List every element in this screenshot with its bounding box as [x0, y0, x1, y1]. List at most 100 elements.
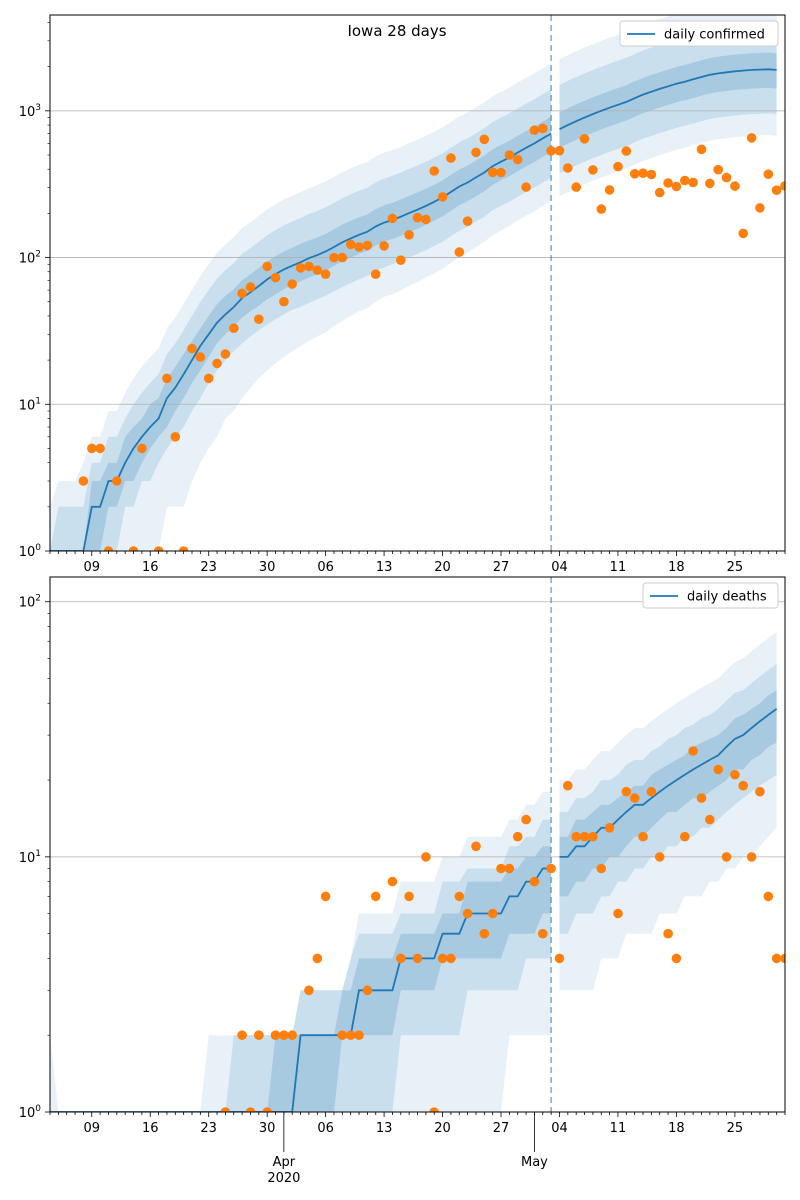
confirmed-observed-point — [270, 272, 281, 283]
confirmed-observed-point — [763, 169, 774, 179]
confirmed-observed-point — [220, 349, 231, 359]
confirmed-observed-points — [78, 123, 785, 551]
confirmed-observed-point — [153, 546, 164, 551]
confirmed-legend: daily confirmed — [619, 20, 779, 47]
confirmed-observed-point — [613, 161, 623, 172]
confirmed-observed-point — [103, 546, 114, 551]
deaths-observed-point — [721, 852, 732, 862]
deaths-observed-point — [730, 769, 740, 780]
confirmed-observed-point — [696, 144, 707, 155]
confirmed-observed-point — [571, 182, 581, 192]
confirmed-observed-point — [78, 476, 89, 486]
deaths-observed-point — [312, 953, 323, 964]
confirmed-observed-point — [279, 296, 289, 307]
deaths-observed-point — [462, 908, 473, 919]
confirmed-observed-point — [546, 146, 556, 156]
deaths-observed-point — [546, 863, 556, 874]
deaths-observed-point — [387, 876, 398, 887]
confirmed-observed-point — [362, 240, 373, 251]
confirmed-observed-point — [170, 432, 181, 442]
deaths-observed-point — [680, 831, 690, 842]
deaths-x-tick-label: 16 — [142, 1121, 159, 1136]
confirmed-legend-label: daily confirmed — [664, 28, 765, 43]
confirmed-x-tick-label: 23 — [200, 560, 217, 575]
deaths-observed-point — [529, 876, 540, 887]
confirmed-observed-point — [262, 261, 273, 272]
confirmed-observed-point — [604, 185, 615, 195]
confirmed-observed-point — [446, 153, 456, 163]
confirmed-observed-point — [629, 169, 640, 179]
deaths-observed-point — [746, 852, 757, 862]
confirmed-observed-point — [396, 255, 406, 265]
confirmed-x-ticks: 09 16 23 30 06 13 20 27 04 11 18 25 — [49, 551, 786, 575]
deaths-x-tick-label: 23 — [200, 1121, 217, 1136]
confirmed-x-tick-label: 27 — [493, 560, 510, 575]
deaths-observed-point — [412, 953, 423, 964]
deaths-observed-point — [629, 793, 640, 803]
confirmed-observed-point — [437, 192, 448, 202]
deaths-observed-point — [496, 863, 506, 874]
confirmed-observed-point — [730, 181, 740, 191]
confirmed-observed-point — [554, 145, 565, 156]
confirmed-observed-point — [287, 279, 298, 289]
deaths-x-tick-label: 06 — [317, 1121, 334, 1136]
deaths-observed-point — [621, 786, 632, 797]
confirmed-observed-point — [721, 172, 732, 183]
confirmed-observed-point — [237, 288, 247, 299]
confirmed-median-line-seg-0 — [50, 132, 552, 551]
deaths-observed-point — [437, 953, 448, 964]
deaths-uncertainty-bands — [50, 632, 777, 1112]
deaths-observed-point — [638, 831, 648, 842]
deaths-legend: daily deaths — [642, 582, 779, 609]
confirmed-x-tick-label: 11 — [610, 560, 627, 575]
confirmed-observed-point — [671, 181, 682, 192]
confirmed-observed-point — [329, 252, 339, 263]
confirmed-observed-point — [504, 150, 515, 160]
deaths-observed-point — [304, 985, 314, 996]
confirmed-observed-point — [746, 133, 757, 143]
deaths-observed-point — [671, 953, 682, 964]
confirmed-observed-point — [412, 212, 423, 223]
deaths-observed-point — [512, 831, 523, 842]
deaths-observed-point — [571, 831, 581, 842]
confirmed-observed-point — [487, 167, 498, 178]
deaths-x-ticks: 09 16 23 30 06 13 20 27 04 11 18 25 — [49, 1112, 786, 1136]
confirmed-observed-point — [462, 216, 473, 226]
deaths-x-tick-label: 27 — [493, 1121, 510, 1136]
deaths-x-tick-label: 25 — [727, 1121, 744, 1136]
confirmed-observed-point — [245, 282, 256, 292]
deaths-observed-point — [396, 953, 406, 964]
deaths-observed-point — [504, 863, 515, 874]
confirmed-observed-point — [337, 252, 348, 263]
deaths-observed-point — [588, 831, 598, 842]
confirmed-observed-point — [521, 182, 531, 192]
confirmed-observed-point — [512, 154, 523, 165]
confirmed-observed-point — [195, 352, 206, 362]
confirmed-x-tick-label: 30 — [259, 560, 276, 575]
confirmed-band-outer-seg-0 — [50, 63, 552, 551]
deaths-observed-point — [538, 928, 548, 939]
deaths-observed-point — [738, 780, 748, 791]
deaths-x-tick-label: 30 — [259, 1121, 276, 1136]
confirmed-observed-point — [471, 147, 481, 158]
confirmed-band-inner-seg-1 — [559, 52, 777, 148]
confirmed-observed-point — [203, 373, 214, 384]
deaths-observed-point — [579, 831, 590, 842]
deaths-observed-point — [471, 841, 481, 852]
confirmed-x-tick-label: 25 — [727, 560, 744, 575]
confirmed-observed-point — [479, 134, 490, 145]
deaths-observed-point — [521, 814, 531, 825]
deaths-band-mid-seg-0 — [50, 819, 552, 1112]
deaths-observed-point — [604, 823, 615, 833]
confirmed-median-lines — [50, 68, 777, 551]
confirmed-observed-point — [137, 443, 147, 454]
deaths-observed-point — [554, 953, 565, 964]
confirmed-observed-point — [112, 476, 122, 486]
deaths-x-tick-label: 04 — [551, 1121, 568, 1136]
confirmed-observed-point — [563, 163, 573, 173]
deaths-band-outer-seg-0 — [50, 791, 552, 1112]
confirmed-observed-point — [454, 247, 465, 257]
confirmed-observed-point — [304, 261, 314, 272]
confirmed-x-tick-label: 09 — [83, 560, 100, 575]
